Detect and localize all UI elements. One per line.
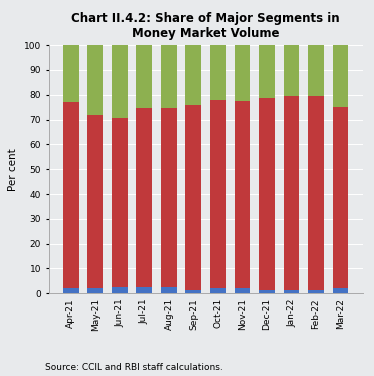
Y-axis label: Per cent: Per cent — [8, 148, 18, 191]
Bar — [112, 45, 128, 118]
Bar — [259, 290, 275, 293]
Bar — [137, 108, 152, 287]
Bar — [283, 96, 300, 290]
Bar — [259, 99, 275, 290]
Bar — [161, 108, 177, 287]
Bar — [332, 107, 349, 288]
Bar — [210, 45, 226, 100]
Bar — [283, 45, 300, 96]
Bar — [234, 45, 251, 101]
Bar — [234, 101, 251, 288]
Bar — [308, 290, 324, 293]
Bar — [186, 105, 202, 290]
Bar — [63, 102, 79, 288]
Bar — [308, 45, 324, 96]
Bar — [161, 287, 177, 293]
Title: Chart II.4.2: Share of Major Segments in
Money Market Volume: Chart II.4.2: Share of Major Segments in… — [71, 12, 340, 40]
Bar — [161, 45, 177, 108]
Bar — [234, 288, 251, 293]
Bar — [332, 45, 349, 107]
Bar — [88, 45, 103, 115]
Bar — [112, 118, 128, 287]
Bar — [63, 45, 79, 102]
Bar — [186, 45, 202, 105]
Bar — [259, 45, 275, 99]
Bar — [186, 290, 202, 293]
Bar — [88, 288, 103, 293]
Bar — [332, 288, 349, 293]
Bar — [137, 45, 152, 108]
Text: Source: CCIL and RBI staff calculations.: Source: CCIL and RBI staff calculations. — [45, 363, 223, 372]
Bar — [63, 288, 79, 293]
Bar — [88, 115, 103, 288]
Bar — [283, 290, 300, 293]
Bar — [137, 287, 152, 293]
Bar — [112, 287, 128, 293]
Bar — [210, 100, 226, 288]
Bar — [308, 96, 324, 290]
Bar — [210, 288, 226, 293]
